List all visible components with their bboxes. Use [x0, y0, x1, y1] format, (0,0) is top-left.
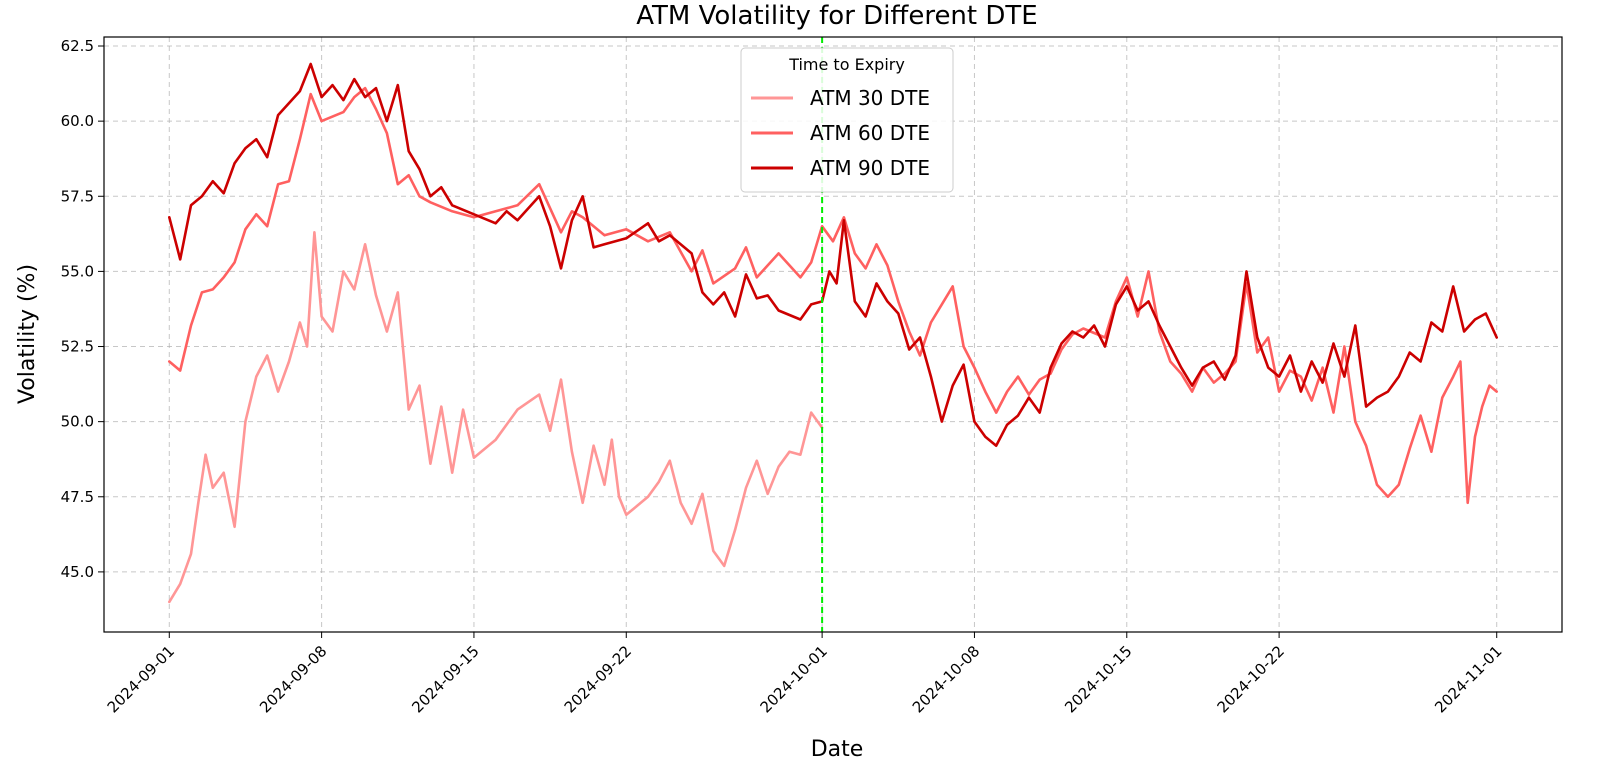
x-tick-label: 2024-09-22	[561, 642, 635, 716]
y-axis-ticks: 45.0 47.5 50.0 52.5 55.0 57.5 60.0 62.5	[61, 37, 104, 581]
y-tick-label: 55.0	[61, 262, 94, 280]
x-tick-label: 2024-10-08	[909, 642, 983, 716]
y-axis-label: Volatility (%)	[15, 264, 40, 404]
chart-title: ATM Volatility for Different DTE	[636, 1, 1037, 31]
x-tick-label: 2024-10-01	[757, 642, 831, 716]
grid	[104, 37, 1562, 632]
y-tick-label: 57.5	[61, 187, 94, 205]
legend: Time to Expiry ATM 30 DTE ATM 60 DTE ATM…	[740, 47, 954, 193]
series-line-atm-30-dte	[168, 231, 824, 604]
x-tick-label: 2024-10-22	[1214, 642, 1288, 716]
legend-label-atm-60: ATM 60 DTE	[810, 121, 930, 145]
x-axis-label: Date	[811, 737, 864, 762]
x-tick-label: 2024-10-15	[1061, 642, 1135, 716]
legend-label-atm-90: ATM 90 DTE	[810, 156, 930, 180]
y-tick-label: 50.0	[61, 413, 94, 431]
y-tick-label: 62.5	[61, 37, 94, 55]
x-tick-label: 2024-09-08	[256, 642, 330, 716]
series-line-atm-60-dte	[168, 86, 1498, 505]
x-tick-label: 2024-09-01	[104, 642, 178, 716]
series-lines	[168, 37, 1498, 632]
series-line-atm-90-dte	[168, 62, 1498, 447]
x-tick-label: 2024-11-01	[1431, 642, 1505, 716]
legend-box	[740, 47, 954, 193]
x-axis-ticks: 2024-09-01 2024-09-08 2024-09-15 2024-09-22…	[104, 632, 1506, 716]
plot-frame	[103, 36, 1563, 633]
x-tick-label: 2024-09-15	[408, 642, 482, 716]
y-tick-label: 52.5	[61, 338, 94, 356]
y-tick-label: 45.0	[61, 563, 94, 581]
y-tick-label: 47.5	[61, 488, 94, 506]
legend-title: Time to Expiry	[788, 55, 905, 74]
y-tick-label: 60.0	[61, 112, 94, 130]
legend-label-atm-30: ATM 30 DTE	[810, 86, 930, 110]
